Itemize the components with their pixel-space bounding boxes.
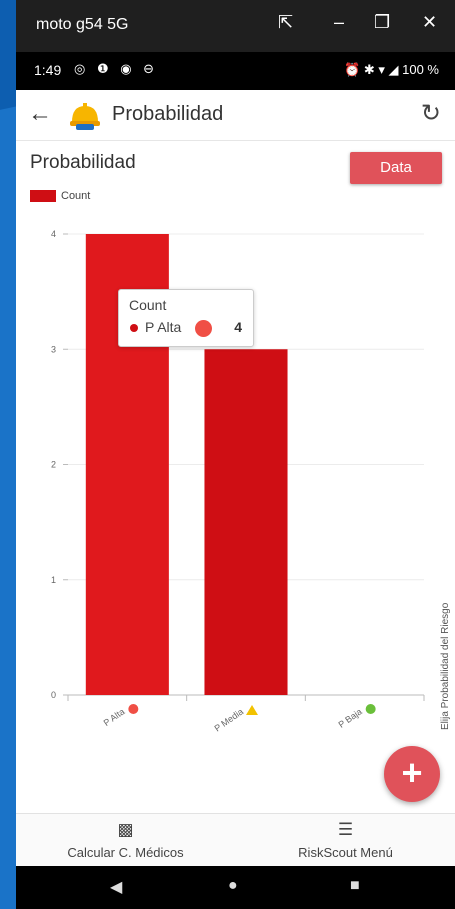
red-circle-icon <box>195 320 212 337</box>
window-title-bar: moto g54 5G ⇱ – ❐ ✕ <box>16 0 455 52</box>
y-tick-label: 1 <box>51 575 56 585</box>
maximize-icon[interactable]: ❐ <box>374 12 391 32</box>
nav-calcular-medicos[interactable]: ▩ Calcular C. Médicos <box>16 814 235 867</box>
bar <box>204 349 288 695</box>
minimize-icon[interactable]: – <box>334 12 345 32</box>
green-circle-icon <box>365 704 376 714</box>
system-home-icon[interactable]: ● <box>228 877 238 894</box>
side-label: Elija Probabilidad del Riesgo <box>440 602 451 730</box>
window-title: moto g54 5G <box>36 16 129 33</box>
menu-icon: ☰ <box>337 820 354 839</box>
app-screen: ← Probabilidad ↻ Probabilidad Data Count… <box>16 90 455 867</box>
tooltip-title: Count <box>129 297 167 313</box>
system-navigation-bar: ◀ ● ■ <box>16 866 455 909</box>
chart-tooltip: Count P Alta 4 <box>118 289 254 347</box>
y-tick-label: 2 <box>51 460 56 470</box>
cast-icon[interactable]: ⇱ <box>278 12 294 32</box>
warning-icon <box>246 705 258 715</box>
data-button[interactable]: Data <box>350 152 442 184</box>
x-tick-label: P Media <box>212 706 245 733</box>
system-recents-icon[interactable]: ■ <box>350 877 360 894</box>
legend-swatch <box>30 190 56 202</box>
nav-label-menu: RiskScout Menú <box>298 845 393 860</box>
status-right: ⏰ ✱ ▾ ◢ 100 % <box>344 62 439 78</box>
status-bar: 1:49 ◎ ❶ ◉ ⊖ ⏰ ✱ ▾ ◢ 100 % <box>16 52 455 90</box>
add-fab-button[interactable]: + <box>384 746 440 802</box>
close-icon[interactable]: ✕ <box>422 12 438 32</box>
refresh-icon[interactable]: ↻ <box>420 100 441 127</box>
tooltip-series-dot <box>130 324 138 332</box>
nav-riskscout-menu[interactable]: ☰ RiskScout Menú <box>236 814 455 867</box>
app-title: Probabilidad <box>112 103 224 125</box>
red-circle-icon <box>128 704 139 714</box>
x-tick-label: P Alta <box>102 706 127 728</box>
map-icon: ▩ <box>117 820 134 839</box>
notification-icons: ◎ ❶ ◉ ⊖ <box>74 61 159 76</box>
status-time: 1:49 <box>34 62 62 78</box>
battery-level: 100 % <box>402 62 439 77</box>
system-back-icon[interactable]: ◀ <box>110 879 123 896</box>
bottom-navigation: ▩ Calcular C. Médicos ☰ RiskScout Menú <box>16 813 455 867</box>
y-tick-label: 0 <box>51 690 56 700</box>
tooltip-label: P Alta <box>145 319 182 335</box>
phone-mirror-window: moto g54 5G ⇱ – ❐ ✕ 1:49 ◎ ❶ ◉ ⊖ ⏰ ✱ ▾ ◢… <box>16 0 455 909</box>
y-tick-label: 4 <box>51 229 56 239</box>
hard-hat-icon <box>70 103 100 130</box>
system-status-icons: ⏰ ✱ ▾ ◢ <box>344 62 399 77</box>
chart-title: Probabilidad <box>30 152 136 173</box>
y-tick-label: 3 <box>51 344 56 354</box>
legend-label: Count <box>61 190 91 202</box>
x-tick-label: P Baja <box>336 706 363 729</box>
nav-label-calcular: Calcular C. Médicos <box>67 845 184 860</box>
app-bar: ← Probabilidad ↻ <box>16 90 455 141</box>
tooltip-value: 4 <box>234 319 242 335</box>
back-arrow-icon[interactable]: ← <box>28 100 52 127</box>
